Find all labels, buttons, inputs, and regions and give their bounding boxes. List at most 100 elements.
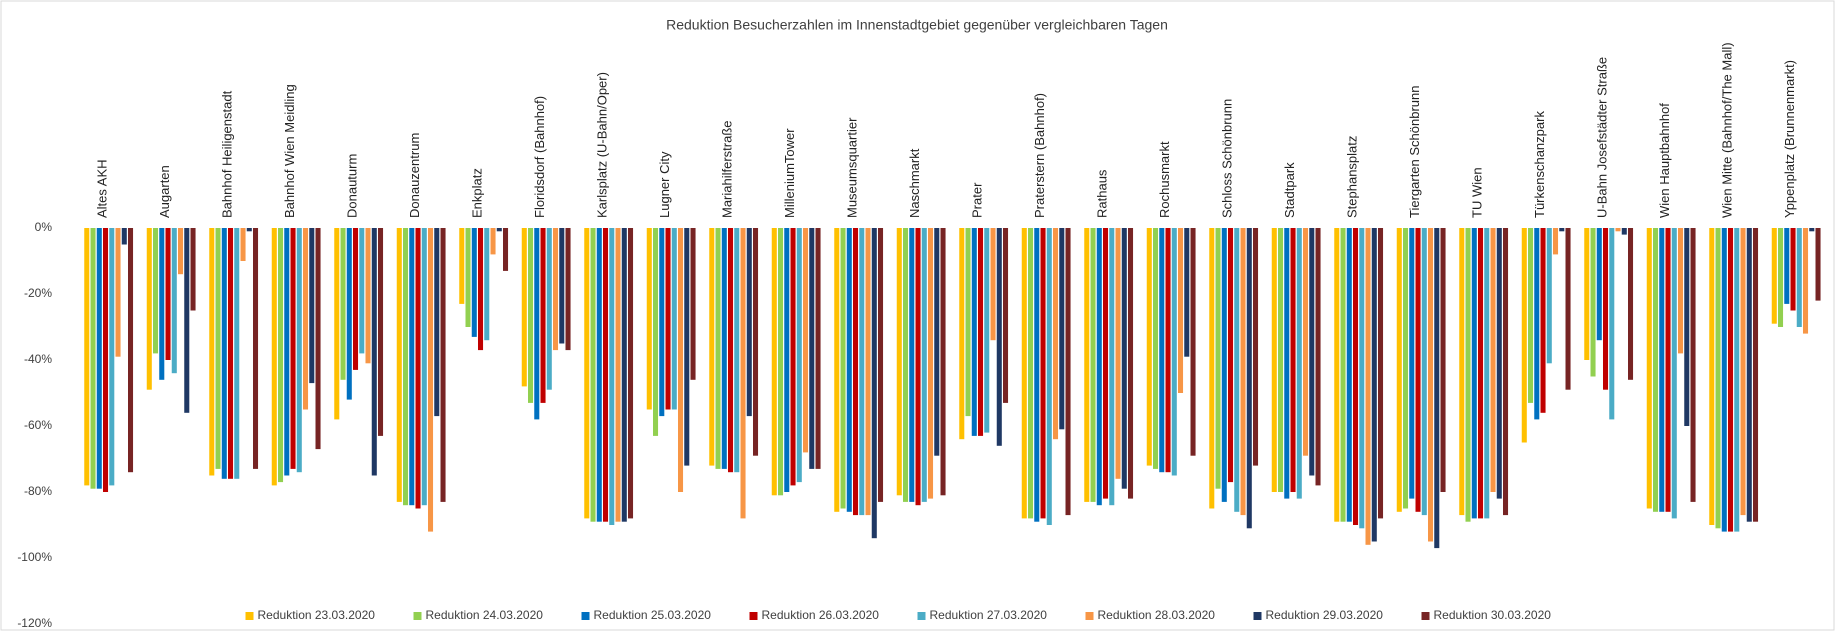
bar: [646, 228, 652, 410]
legend-label: Reduktion 23.03.2020: [258, 608, 376, 622]
bar: [796, 228, 802, 483]
bar: [1184, 228, 1190, 357]
x-tick-label: Augarten: [157, 165, 172, 218]
bar: [378, 228, 384, 436]
bar: [1790, 228, 1796, 311]
bar: [1459, 228, 1465, 516]
bar: [1003, 228, 1009, 403]
bar: [315, 228, 321, 450]
bar: [784, 228, 790, 492]
bar: [1378, 228, 1384, 519]
bar: [853, 228, 859, 516]
x-tick-label: Bahnhof Wien Meidling: [282, 84, 297, 218]
bar: [840, 228, 846, 509]
bar: [503, 228, 509, 271]
bar: [1278, 228, 1284, 492]
bar: [496, 228, 502, 232]
bar: [128, 228, 134, 473]
bar: [1728, 228, 1734, 532]
bar: [1059, 228, 1065, 430]
bar: [734, 228, 740, 473]
bar: [1403, 228, 1409, 509]
bar: [1271, 228, 1277, 492]
x-tick-label: Donauturm: [344, 154, 359, 218]
bar: [184, 228, 190, 413]
bar: [596, 228, 602, 522]
bar: [1365, 228, 1371, 545]
bar: [153, 228, 159, 354]
bar: [771, 228, 777, 496]
bar: [359, 228, 365, 354]
bar: [1109, 228, 1115, 506]
x-tick-label: Wien Mitte (Bahnhof/The Mall): [1719, 42, 1734, 218]
bar: [915, 228, 921, 506]
bar: [1428, 228, 1434, 542]
bar: [790, 228, 796, 486]
bar: [471, 228, 477, 337]
bar: [490, 228, 496, 255]
bar: [1190, 228, 1196, 456]
bar: [240, 228, 246, 261]
bar: [215, 228, 221, 469]
bar: [1353, 228, 1359, 525]
legend-swatch: [917, 612, 926, 620]
bar: [309, 228, 315, 384]
bar: [1503, 228, 1509, 516]
bar: [1753, 228, 1759, 522]
bar: [984, 228, 990, 433]
bar: [1721, 228, 1727, 532]
bar: [1065, 228, 1071, 516]
bar: [1234, 228, 1240, 512]
bar: [465, 228, 471, 327]
y-tick-label: -120%: [17, 616, 52, 630]
bar: [815, 228, 821, 469]
bar: [715, 228, 721, 469]
bar: [659, 228, 665, 417]
y-tick-label: -100%: [17, 550, 52, 564]
bar: [521, 228, 527, 387]
legend-swatch: [1421, 612, 1430, 620]
bar: [340, 228, 346, 380]
bar: [921, 228, 927, 502]
bar: [990, 228, 996, 341]
legend-label: Reduktion 28.03.2020: [1098, 608, 1216, 622]
bar: [1090, 228, 1096, 502]
bar: [115, 228, 121, 357]
bar: [1796, 228, 1802, 327]
bar: [1359, 228, 1365, 529]
bar: [246, 228, 252, 232]
x-tick-label: Bahnhof Heiligenstadt: [219, 90, 234, 218]
x-tick-label: Yppenplatz (Brunnenmarkt): [1782, 60, 1797, 218]
bar: [965, 228, 971, 417]
bar: [253, 228, 259, 469]
bar: [1346, 228, 1352, 522]
bar: [421, 228, 427, 506]
bar: [96, 228, 102, 489]
bar: [928, 228, 934, 499]
x-tick-label: MilleniumTower: [782, 128, 797, 218]
bar: [303, 228, 309, 410]
x-tick-label: Naschmarkt: [907, 148, 922, 218]
legend-swatch: [413, 612, 422, 620]
bar: [1596, 228, 1602, 341]
bar: [1440, 228, 1446, 492]
legend-swatch: [749, 612, 758, 620]
bar: [1584, 228, 1590, 360]
bar: [1021, 228, 1027, 519]
bar: [1678, 228, 1684, 354]
bar: [1553, 228, 1559, 255]
bar: [1159, 228, 1165, 473]
bar: [553, 228, 559, 351]
bar: [1465, 228, 1471, 522]
bar: [678, 228, 684, 492]
chart-title: Reduktion Besucherzahlen im Innenstadtge…: [666, 17, 1168, 33]
bar: [1528, 228, 1534, 403]
bar: [628, 228, 634, 519]
bar: [428, 228, 434, 532]
bar: [665, 228, 671, 410]
bar: [1146, 228, 1152, 466]
bar: [1490, 228, 1496, 492]
bar: [971, 228, 977, 436]
bar: [1690, 228, 1696, 502]
bar: [1115, 228, 1121, 479]
